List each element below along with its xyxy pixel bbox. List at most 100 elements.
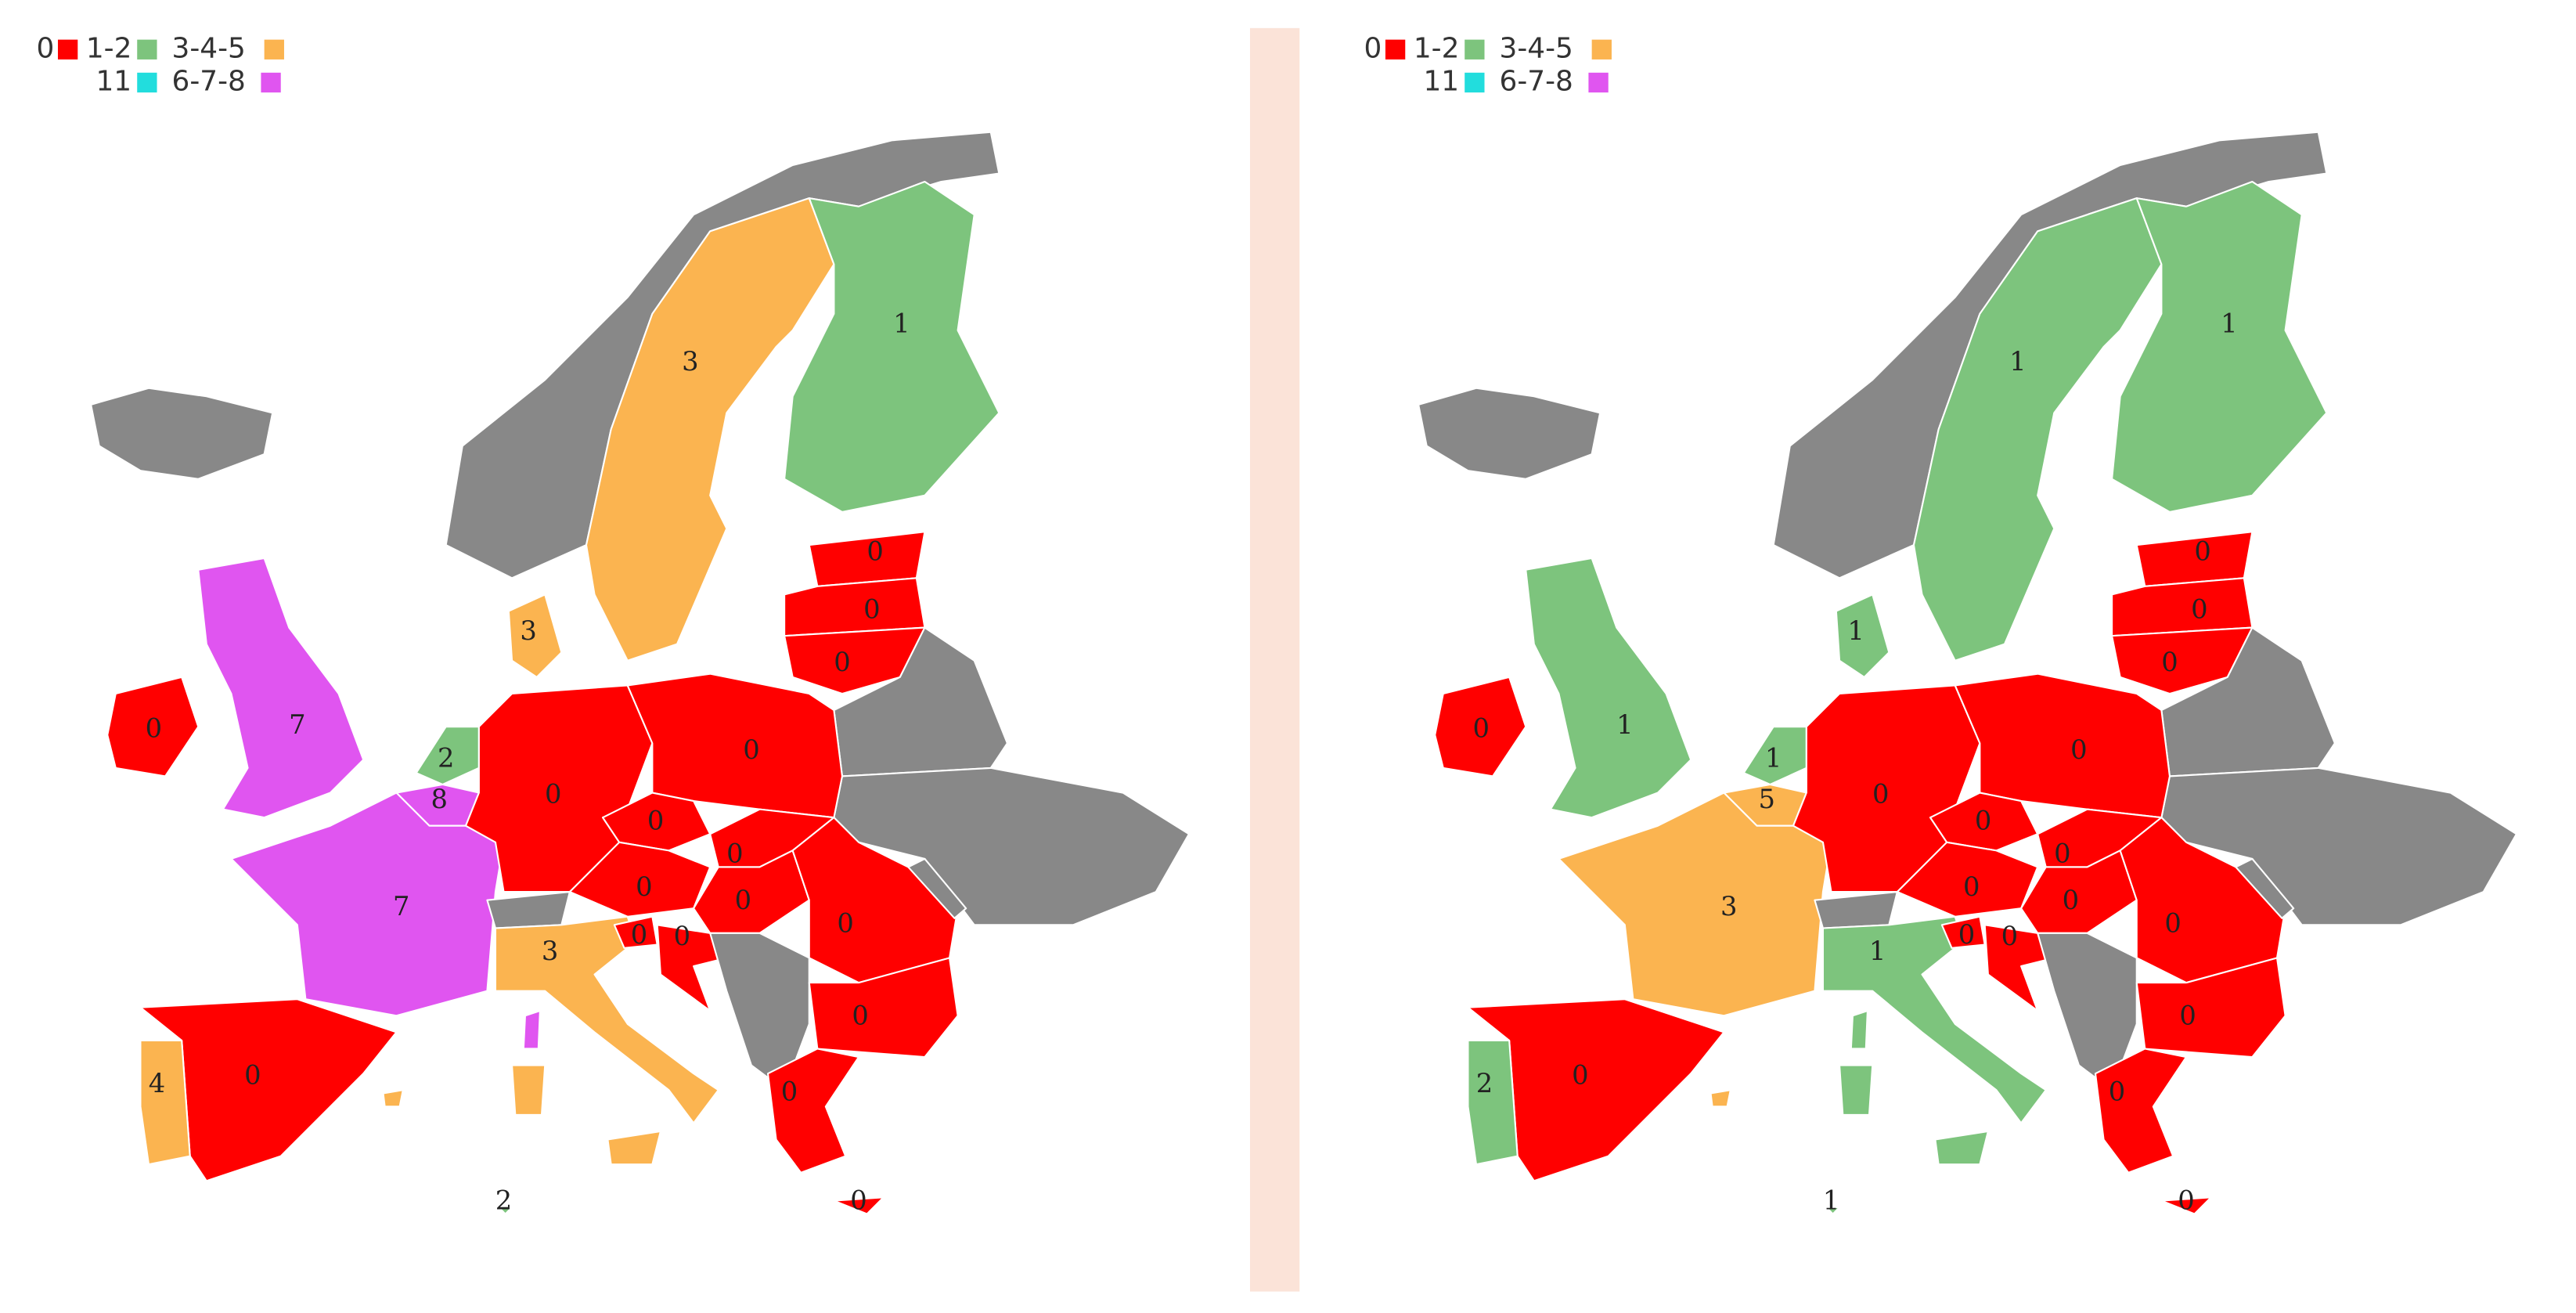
region-label: 0: [2178, 1185, 2194, 1216]
region-label: 1: [2009, 346, 2026, 377]
region: [709, 932, 810, 1091]
region-label: 4: [149, 1068, 165, 1098]
legend-swatch: [1465, 39, 1485, 60]
region-label: 3: [542, 936, 558, 966]
region: [494, 915, 719, 1124]
region-label: 0: [636, 871, 652, 902]
legend-swatch: [137, 39, 157, 60]
region-label: 0: [674, 921, 690, 951]
region: [230, 792, 505, 1017]
region: [2111, 626, 2254, 695]
region-label: 0: [2109, 1076, 2125, 1106]
region: [139, 1039, 191, 1166]
legend-label: 0: [1364, 32, 1382, 64]
region-label: 0: [834, 647, 850, 677]
region-label: 1: [1765, 742, 1782, 773]
region: [907, 857, 967, 919]
region-label: 0: [1975, 805, 1991, 835]
region-label: 0: [2164, 907, 2181, 938]
region-label: 7: [393, 891, 409, 922]
legend-swatch: [261, 72, 281, 93]
region: [833, 1196, 884, 1215]
region: [1558, 792, 1832, 1017]
legend-swatch: [264, 39, 284, 60]
region: [1434, 676, 1527, 777]
region-label: 0: [1958, 919, 1975, 950]
region-label: 0: [735, 885, 751, 915]
region: [2037, 932, 2138, 1091]
region-label: 0: [1872, 779, 1889, 810]
region: [1835, 593, 1890, 678]
region: [1467, 1039, 1519, 1166]
region: [2111, 180, 2328, 513]
legend-swatch: [137, 72, 157, 93]
region: [1940, 915, 1986, 949]
legend-label: 1-2: [1414, 32, 1460, 64]
region: [784, 626, 926, 695]
region-label: 0: [2070, 734, 2087, 765]
region: [511, 1064, 546, 1116]
legend-label: 11: [95, 65, 132, 97]
region-label: 0: [850, 1185, 866, 1216]
region-label: 1: [2221, 308, 2237, 339]
region: [498, 1206, 513, 1215]
region: [382, 1089, 404, 1108]
region: [791, 817, 959, 984]
legend-label: 3-4-5: [172, 32, 246, 64]
region-label: 0: [146, 712, 162, 743]
region: [1850, 1009, 1868, 1050]
region: [613, 915, 658, 949]
region-label: 0: [863, 593, 880, 624]
region: [2094, 1048, 2188, 1174]
legend-label: 11: [1423, 65, 1459, 97]
region-label: 1: [1823, 1185, 1839, 1216]
region-label: 2: [495, 1185, 512, 1216]
region: [197, 557, 365, 819]
region: [2235, 857, 2295, 919]
region: [2160, 1196, 2212, 1215]
region-label: 7: [289, 709, 305, 740]
region-label: 0: [866, 536, 883, 567]
region-label: 0: [545, 779, 561, 810]
region-label: 0: [1572, 1059, 1588, 1090]
region-label: 0: [837, 907, 853, 938]
region: [507, 593, 563, 678]
region: [486, 891, 571, 929]
legend-swatch: [1591, 39, 1612, 60]
region-label: 1: [1847, 615, 1864, 646]
region-label: 2: [438, 742, 454, 773]
divider: [1249, 27, 1300, 1292]
legend-label: 1-2: [86, 32, 132, 64]
region-label: 2: [1476, 1068, 1493, 1098]
region: [784, 180, 1000, 513]
legend-swatch: [1465, 72, 1485, 93]
region-label: 1: [1616, 709, 1633, 740]
region: [1838, 1064, 1874, 1116]
region: [1418, 387, 1601, 480]
region-label: 0: [647, 805, 664, 835]
legend-label: 6-7-8: [1500, 65, 1573, 97]
region: [1912, 197, 2163, 662]
legend-swatch: [57, 39, 78, 60]
legend-swatch: [1385, 39, 1406, 60]
legend-label: 6-7-8: [172, 65, 246, 97]
region: [2111, 577, 2254, 637]
region-label: 8: [431, 784, 448, 814]
region-label: 0: [2191, 593, 2207, 624]
region: [1934, 1130, 1989, 1166]
region-label: 3: [682, 346, 698, 377]
region: [90, 387, 274, 480]
legend-label: 3-4-5: [1500, 32, 1573, 64]
region-label: 0: [631, 919, 647, 950]
region-label: 0: [852, 1000, 868, 1030]
region: [106, 676, 200, 777]
region: [784, 577, 926, 637]
region-label: 0: [726, 839, 743, 869]
region: [1825, 1206, 1841, 1215]
region-label: 0: [2001, 921, 2018, 951]
legend-swatch: [1588, 72, 1609, 93]
region-label: 3: [520, 615, 536, 646]
region: [1710, 1089, 1731, 1108]
